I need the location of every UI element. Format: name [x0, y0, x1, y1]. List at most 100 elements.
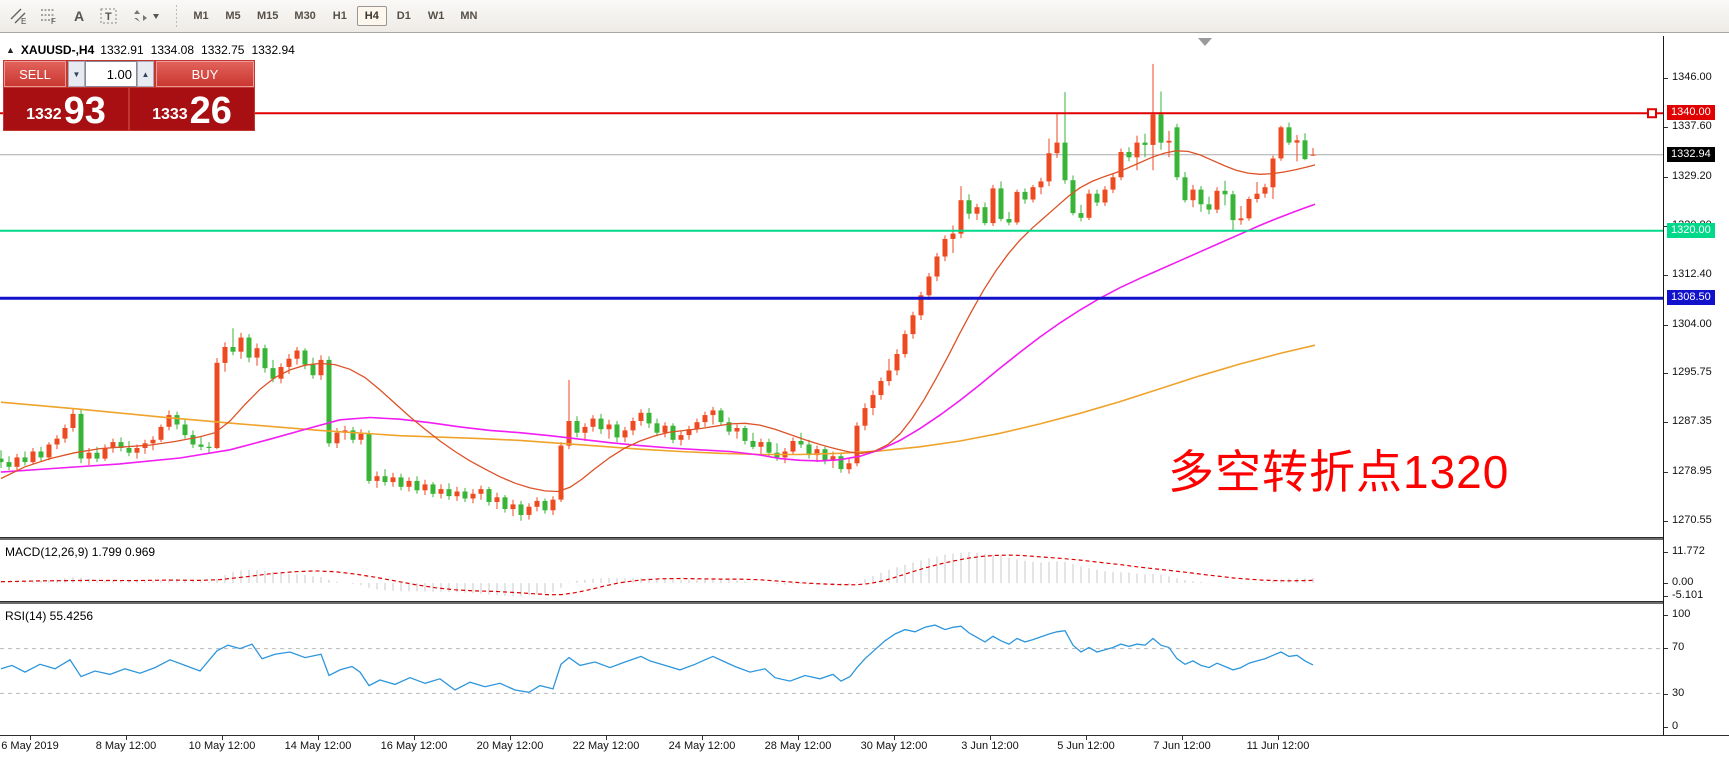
time-tick: [222, 736, 223, 740]
timeframe-m1-button[interactable]: M1: [193, 10, 209, 22]
level-price-badge: 1340.00: [1667, 105, 1715, 120]
time-tick-label: 6 May 2019: [1, 740, 59, 752]
svg-text:E: E: [21, 17, 26, 25]
text-label-button[interactable]: T: [96, 4, 122, 28]
timeframe-mn-button[interactable]: MN: [460, 10, 478, 22]
axis-tick: [1664, 78, 1668, 79]
price-tick-label: 1312.40: [1672, 268, 1712, 280]
svg-text:A: A: [74, 8, 84, 24]
svg-text:F: F: [51, 17, 56, 25]
time-tick-label: 7 Jun 12:00: [1153, 740, 1211, 752]
arrows-icon: [134, 10, 159, 22]
sell-price-pips: 93: [63, 89, 106, 132]
main-chart-pane[interactable]: [0, 36, 1663, 537]
toolbar: E F A T: [0, 0, 1729, 33]
arrows-button[interactable]: [126, 4, 164, 28]
toolbar-separator: [176, 5, 177, 27]
text-button[interactable]: A: [66, 4, 92, 28]
equidistant-channel-icon: E: [10, 8, 26, 25]
price-tick-label: 1337.60: [1672, 120, 1712, 132]
macd-tick-label: 0.00: [1672, 576, 1694, 588]
equidistant-channel-button[interactable]: E: [6, 4, 32, 28]
one-click-trading-panel: SELL ▼ ▲ BUY 1332 93 1333 26: [3, 60, 255, 131]
text-label-icon: T: [100, 8, 117, 24]
chart-title: ▲ XAUUSD-,H4 1332.91 1334.08 1332.75 133…: [6, 43, 295, 57]
axis-tick: [1664, 422, 1668, 423]
timeframe-d1-button[interactable]: D1: [396, 10, 411, 22]
time-tick: [606, 736, 607, 740]
time-tick-label: 28 May 12:00: [764, 740, 832, 752]
timeframe-w1-button[interactable]: W1: [427, 10, 445, 22]
time-axis[interactable]: 6 May 2019 8 May 12:00 10 May 12:00 14 May …: [0, 735, 1729, 761]
time-tick: [414, 736, 415, 740]
price-tick-label: 1270.55: [1672, 514, 1712, 526]
time-tick: [126, 736, 127, 740]
level-price-badge: 1308.50: [1667, 290, 1715, 305]
time-tick-label: 5 Jun 12:00: [1057, 740, 1115, 752]
current-price-badge: 1332.94: [1667, 147, 1715, 162]
level-price-badge: 1320.00: [1667, 223, 1715, 238]
buy-price[interactable]: 1333 26: [130, 88, 254, 130]
sell-price[interactable]: 1332 93: [4, 88, 128, 130]
axis-tick: [1664, 521, 1668, 522]
volume-increase-button[interactable]: ▲: [137, 61, 154, 87]
timeframe-buttons: M1 M5 M15 M30 H1 H4 D1 W1 MN: [185, 6, 485, 26]
price-tick-label: 1346.00: [1672, 71, 1712, 83]
timeframe-m15-button[interactable]: M15: [257, 10, 279, 22]
axis-tick: [1664, 325, 1668, 326]
pane-splitter[interactable]: [0, 601, 1729, 604]
rsi-tick-label: 30: [1672, 687, 1685, 699]
ohlc-close: 1332.94: [251, 43, 295, 57]
time-tick: [318, 736, 319, 740]
axis-tick: [1664, 648, 1668, 649]
price-tick-label: 1295.75: [1672, 366, 1712, 378]
buy-price-pips: 26: [189, 89, 232, 132]
volume-input[interactable]: [85, 61, 137, 87]
time-tick: [510, 736, 511, 740]
time-tick-label: 30 May 12:00: [860, 740, 928, 752]
axis-tick: [1664, 177, 1668, 178]
ohlc-low: 1332.75: [201, 43, 245, 57]
collapse-panel-icon[interactable]: ▲: [6, 45, 15, 55]
rsi-tick-label: 100: [1672, 608, 1691, 620]
axis-tick: [1664, 615, 1668, 616]
time-tick: [798, 736, 799, 740]
timeframe-h4-button[interactable]: H4: [356, 6, 387, 26]
buy-button[interactable]: BUY: [156, 61, 254, 87]
axis-tick: [1664, 472, 1668, 473]
axis-tick: [1664, 127, 1668, 128]
macd-pane[interactable]: [0, 540, 1663, 601]
time-tick-label: 16 May 12:00: [380, 740, 448, 752]
fibonacci-button[interactable]: F: [36, 4, 62, 28]
time-tick-label: 22 May 12:00: [572, 740, 640, 752]
rsi-pane[interactable]: [0, 604, 1663, 735]
time-tick: [1182, 736, 1183, 740]
timeframe-h1-button[interactable]: H1: [332, 10, 347, 22]
time-tick: [30, 736, 31, 740]
time-tick: [1086, 736, 1087, 740]
sell-button[interactable]: SELL: [4, 61, 66, 87]
time-tick-label: 11 Jun 12:00: [1246, 740, 1310, 752]
time-tick-label: 14 May 12:00: [284, 740, 352, 752]
fibonacci-icon: F: [41, 9, 56, 25]
time-tick-label: 8 May 12:00: [95, 740, 157, 752]
price-tick-label: 1278.95: [1672, 465, 1712, 477]
axis-tick: [1664, 552, 1668, 553]
symbol-period-label: XAUUSD-,H4: [20, 43, 95, 57]
time-tick-label: 10 May 12:00: [188, 740, 256, 752]
macd-tick-label: 11.772: [1672, 545, 1705, 557]
volume-decrease-button[interactable]: ▼: [68, 61, 85, 87]
pane-splitter[interactable]: [0, 537, 1729, 540]
price-tick-label: 1287.35: [1672, 415, 1712, 427]
timeframe-m5-button[interactable]: M5: [225, 10, 241, 22]
time-tick: [702, 736, 703, 740]
price-axis[interactable]: 1346.001337.601329.201320.801312.401304.…: [1663, 36, 1729, 735]
axis-tick: [1664, 583, 1668, 584]
axis-tick: [1664, 275, 1668, 276]
price-tick-label: 1329.20: [1672, 170, 1712, 182]
buy-price-handle: 1333: [152, 106, 188, 123]
chart-text-annotation: 多空转折点1320: [1168, 446, 1510, 498]
time-tick-label: 3 Jun 12:00: [961, 740, 1019, 752]
timeframe-m30-button[interactable]: M30: [294, 10, 316, 22]
